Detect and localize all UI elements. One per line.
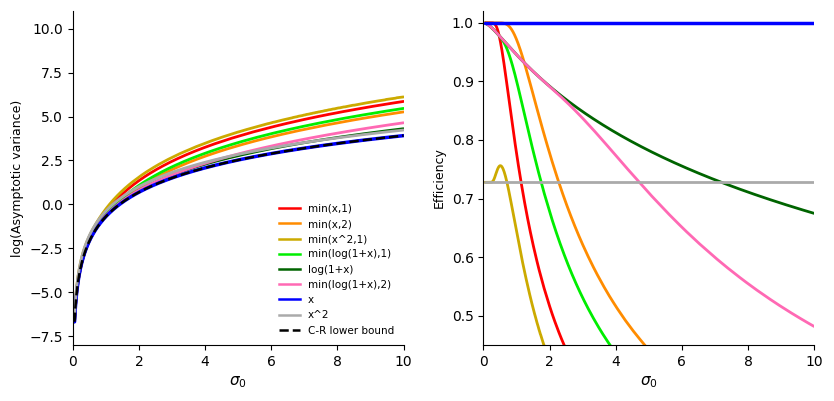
min(x,1)	[239, 132, 249, 137]
x^2	[69, 314, 79, 319]
log(1+x)	[222, 156, 232, 161]
Legend: min(x,1), min(x,2), min(x^2,1), min(log(1+x),1), log(1+x), min(log(1+x),2), x, x: min(x,1), min(x,2), min(x^2,1), min(log(…	[274, 200, 399, 340]
min(log(1+x),2)	[399, 120, 409, 125]
min(x^2,1)	[78, 253, 88, 258]
Y-axis label: Efficiency: Efficiency	[433, 148, 446, 209]
min(x,2)	[309, 125, 319, 130]
min(x,1)	[78, 259, 88, 263]
min(log(1+x),2)	[78, 259, 88, 263]
min(x^2,1)	[399, 95, 409, 99]
x^2	[239, 151, 249, 156]
x	[69, 319, 79, 324]
x	[399, 133, 409, 138]
Line: min(x,1): min(x,1)	[74, 101, 404, 322]
C-R lower bound	[399, 133, 409, 138]
X-axis label: $\sigma_0$: $\sigma_0$	[229, 374, 247, 390]
log(1+x)	[239, 152, 249, 157]
min(log(1+x),2)	[239, 150, 249, 155]
min(log(1+x),1)	[399, 106, 409, 111]
min(log(1+x),1)	[77, 259, 87, 264]
Line: x: x	[74, 136, 404, 322]
min(x,2)	[69, 319, 79, 324]
min(log(1+x),2)	[222, 155, 232, 160]
Line: C-R lower bound: C-R lower bound	[74, 136, 404, 322]
min(x,1)	[399, 99, 409, 104]
C-R lower bound	[129, 192, 139, 197]
x	[239, 156, 249, 161]
C-R lower bound	[239, 156, 249, 161]
Line: min(log(1+x),2): min(log(1+x),2)	[74, 123, 404, 322]
min(x,1)	[77, 259, 87, 264]
C-R lower bound	[78, 259, 88, 263]
min(x^2,1)	[309, 111, 319, 115]
min(log(1+x),2)	[69, 319, 79, 324]
C-R lower bound	[222, 160, 232, 165]
min(log(1+x),2)	[309, 135, 319, 140]
min(x,1)	[69, 319, 79, 324]
min(log(1+x),2)	[77, 259, 87, 264]
Line: min(x^2,1): min(x^2,1)	[74, 97, 404, 316]
Line: min(x,2): min(x,2)	[74, 112, 404, 322]
min(x,1)	[309, 115, 319, 119]
Line: min(log(1+x),1): min(log(1+x),1)	[74, 108, 404, 322]
min(x,1)	[129, 182, 139, 186]
min(x^2,1)	[77, 254, 87, 259]
min(log(1+x),1)	[309, 122, 319, 126]
min(log(1+x),1)	[69, 319, 79, 324]
log(1+x)	[69, 319, 79, 324]
log(1+x)	[78, 259, 88, 263]
Line: x^2: x^2	[74, 130, 404, 316]
x^2	[78, 253, 88, 258]
min(log(1+x),2)	[129, 190, 139, 195]
min(x,2)	[222, 147, 232, 152]
min(log(1+x),1)	[239, 138, 249, 143]
min(x,1)	[222, 138, 232, 142]
min(x^2,1)	[222, 133, 232, 138]
Line: log(1+x): log(1+x)	[74, 129, 404, 322]
min(log(1+x),1)	[222, 144, 232, 148]
x	[77, 259, 87, 264]
x^2	[77, 254, 87, 259]
min(x,2)	[239, 142, 249, 146]
min(x^2,1)	[69, 314, 79, 319]
x^2	[222, 154, 232, 159]
x	[78, 259, 88, 263]
x^2	[309, 139, 319, 144]
Y-axis label: log(Asymptotic variance): log(Asymptotic variance)	[11, 99, 24, 257]
x	[309, 144, 319, 149]
min(x,2)	[78, 259, 88, 263]
X-axis label: $\sigma_0$: $\sigma_0$	[640, 374, 658, 390]
C-R lower bound	[309, 144, 319, 149]
log(1+x)	[309, 139, 319, 144]
x^2	[399, 128, 409, 132]
log(1+x)	[77, 259, 87, 264]
min(x,2)	[77, 259, 87, 264]
min(log(1+x),1)	[129, 186, 139, 191]
x^2	[129, 186, 139, 191]
min(x,2)	[129, 188, 139, 193]
min(x,2)	[399, 109, 409, 114]
x	[222, 160, 232, 165]
min(x^2,1)	[239, 128, 249, 133]
min(log(1+x),1)	[78, 259, 88, 263]
min(x^2,1)	[129, 178, 139, 183]
C-R lower bound	[77, 259, 87, 264]
log(1+x)	[399, 126, 409, 131]
x	[129, 192, 139, 197]
log(1+x)	[129, 190, 139, 195]
C-R lower bound	[69, 319, 79, 324]
